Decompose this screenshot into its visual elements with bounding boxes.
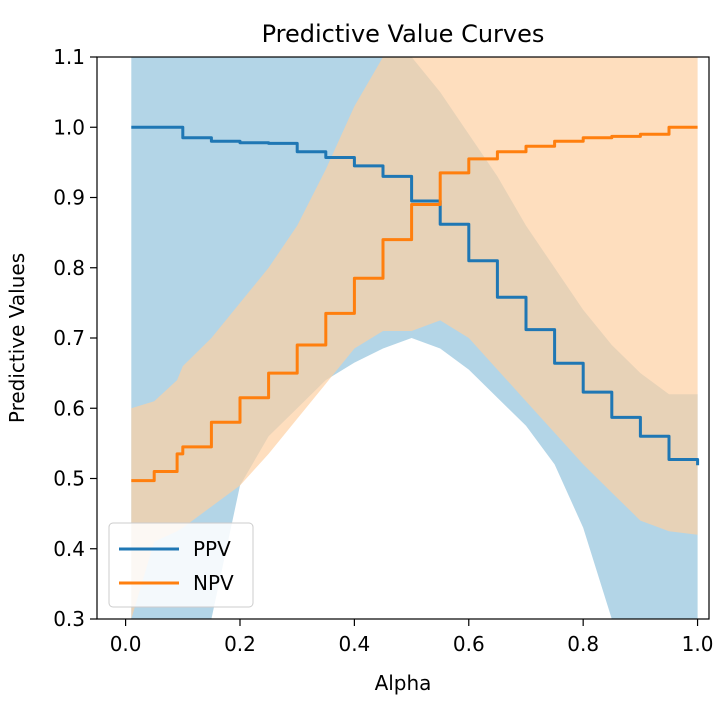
chart-title: Predictive Value Curves [262,20,545,48]
y-tick-label: 0.7 [53,326,85,350]
legend-box [108,522,254,608]
x-axis-label: Alpha [375,671,432,695]
x-tick-label: 0.2 [224,632,256,656]
ppv-line [131,125,700,466]
y-tick-label: 0.9 [53,186,85,210]
y-tick-label: 0.5 [53,467,85,491]
x-tick-label: 1.0 [682,632,714,656]
confidence-bands [131,57,698,619]
y-tick-label: 0.4 [53,537,85,561]
npv-confidence-band [131,57,698,619]
y-axis-label: Predictive Values [5,253,29,423]
x-tick-label: 0.0 [110,632,142,656]
y-axis-ticks: 0.3 0.4 0.5 0.6 0.7 0.8 0.9 1.0 1.1 [53,45,97,631]
y-tick-label: 0.8 [53,256,85,280]
npv-legend-label: NPV [193,571,234,595]
series-lines [131,125,700,483]
x-tick-label: 0.4 [338,632,370,656]
x-tick-label: 0.6 [453,632,485,656]
npv-line [131,125,698,483]
y-tick-label: 0.6 [53,396,85,420]
x-tick-label: 0.8 [567,632,599,656]
ppv-confidence-band [131,57,698,619]
legend: PPV NPV [108,522,254,608]
y-tick-label: 1.0 [53,115,85,139]
ppv-legend-label: PPV [193,537,231,561]
y-tick-label: 1.1 [53,45,85,69]
y-tick-label: 0.3 [53,607,85,631]
x-axis-ticks: 0.0 0.2 0.4 0.6 0.8 1.0 [110,619,714,656]
